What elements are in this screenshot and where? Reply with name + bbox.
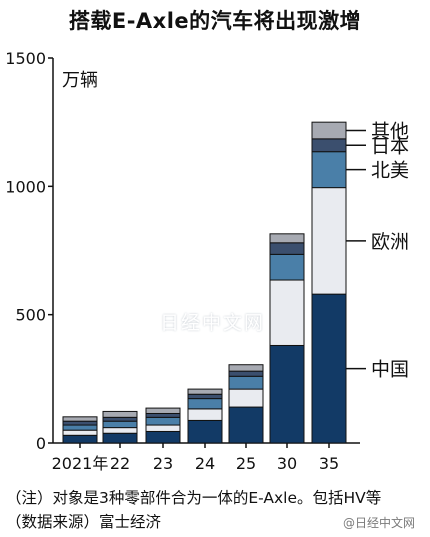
bar-segment <box>269 233 305 244</box>
bar-segment <box>102 420 138 429</box>
legend-label: 欧洲 <box>371 231 409 253</box>
y-tick-label: 1500 <box>5 49 46 68</box>
bar-segment <box>269 253 305 281</box>
bar-segment <box>102 416 138 422</box>
bar-segment <box>228 370 264 377</box>
x-tick-label: 23 <box>153 454 173 473</box>
bar-segment <box>62 429 98 436</box>
legend-label: 其他 <box>371 121 409 143</box>
bar-segment <box>187 398 223 410</box>
bar-segment <box>102 427 138 434</box>
x-tick-label: 22 <box>110 454 130 473</box>
bar-segment <box>228 388 264 408</box>
y-tick-label: 500 <box>15 306 46 325</box>
bar-segment <box>269 242 305 255</box>
bar-segment <box>102 410 138 418</box>
x-tick-label: 24 <box>195 454 215 473</box>
legend-label: 中国 <box>371 359 409 381</box>
watermark-corner: @日经中文网 <box>343 516 416 530</box>
bar-segment <box>145 412 181 418</box>
y-tick-label: 1000 <box>5 177 46 196</box>
y-tick-label: 0 <box>36 434 46 453</box>
bar-segment <box>62 416 98 422</box>
bar-segment <box>62 434 98 444</box>
bar-segment <box>269 279 305 346</box>
x-tick-label: 30 <box>277 454 297 473</box>
watermark: 日经中文网 <box>160 312 266 334</box>
bar-segment <box>187 393 223 400</box>
bar-segment <box>145 416 181 426</box>
x-tick-label: 2021年 <box>52 454 109 473</box>
unit-label: 万辆 <box>62 70 98 91</box>
bar-segment <box>228 375 264 390</box>
bar-segment <box>187 419 223 444</box>
source-note: （数据来源）富士经济 <box>6 513 162 531</box>
bar-segment <box>228 406 264 444</box>
bar-segment <box>145 407 181 414</box>
bar-segment <box>311 293 347 444</box>
chart-title: 搭载E-Axle的汽车将出现激增 <box>68 9 362 33</box>
bar-segment <box>145 430 181 444</box>
bar-segment <box>62 424 98 431</box>
legend-label: 北美 <box>371 160 409 182</box>
bar-segment <box>311 121 347 140</box>
footnote: （注）对象是3种零部件合为一体的E-Axle。包括HV等 <box>6 489 382 507</box>
bar-segment <box>145 424 181 432</box>
x-tick-label: 25 <box>236 454 256 473</box>
legend-label: 日本 <box>371 135 409 157</box>
bar-segment <box>62 420 98 426</box>
bar-segment <box>269 344 305 444</box>
bar-segment <box>311 151 347 189</box>
bar-segment <box>187 388 223 395</box>
bar-segment <box>311 138 347 153</box>
bar-segment <box>311 187 347 295</box>
bar-segment <box>102 432 138 444</box>
bar-segment <box>187 408 223 421</box>
x-tick-label: 35 <box>319 454 339 473</box>
bar-segment <box>228 364 264 372</box>
